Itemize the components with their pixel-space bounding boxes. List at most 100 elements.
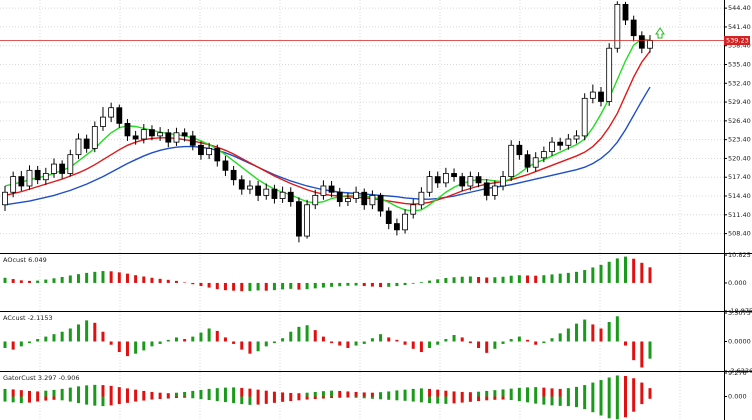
candle-body xyxy=(271,188,278,199)
gator-bar xyxy=(354,391,358,397)
last-price-label: 539.23 xyxy=(726,37,749,45)
gator-bar xyxy=(215,388,219,397)
gator-bar xyxy=(403,396,407,401)
candle-body xyxy=(345,198,351,203)
histogram-bar xyxy=(526,275,530,283)
candle-body xyxy=(491,185,498,196)
gator-bar xyxy=(223,387,227,397)
panel-title: GatorCust 3.297 -0.906 xyxy=(3,374,80,382)
histogram-bar xyxy=(648,267,652,283)
gator-bar xyxy=(632,378,636,397)
histogram-bar xyxy=(460,276,464,283)
y-tick-label: 544.40 xyxy=(728,4,751,12)
gator-bar xyxy=(566,396,570,407)
gator-bar xyxy=(36,396,40,402)
gator-bar xyxy=(297,396,301,401)
gator-bar xyxy=(256,389,260,397)
histogram-bar xyxy=(419,282,423,283)
panel-title: AOcust 6.049 xyxy=(3,256,47,264)
histogram-bar xyxy=(599,328,603,342)
gator-bar xyxy=(550,388,554,397)
gator-bar xyxy=(68,396,72,402)
histogram-bar xyxy=(575,323,579,342)
histogram-bar xyxy=(566,272,570,283)
gator-bar xyxy=(256,396,260,405)
candle-body xyxy=(238,179,245,190)
candle-body xyxy=(451,173,457,177)
candle-body xyxy=(100,116,106,127)
histogram-bar xyxy=(215,330,219,342)
y-tick-label: -10.875 xyxy=(728,307,752,315)
gator-bar xyxy=(599,380,603,397)
gator-bar xyxy=(387,396,391,400)
gator-bar xyxy=(330,390,334,397)
histogram-bar xyxy=(640,262,644,283)
histogram-bar xyxy=(599,264,603,283)
histogram-bar xyxy=(313,282,317,289)
histogram-bar xyxy=(591,324,595,342)
candle-body xyxy=(42,173,49,181)
candle-body xyxy=(459,176,466,187)
histogram-bar xyxy=(534,275,538,283)
gator-bar xyxy=(419,396,423,403)
histogram-bar xyxy=(281,338,285,342)
candle-body xyxy=(312,194,319,206)
candle-body xyxy=(140,129,147,140)
histogram-bar xyxy=(330,282,334,287)
histogram-bar xyxy=(362,282,366,287)
gator-bar xyxy=(125,388,129,397)
histogram-bar xyxy=(199,332,203,342)
histogram-bar xyxy=(232,282,236,291)
gator-bar xyxy=(493,390,497,397)
gator-bar xyxy=(534,387,538,397)
y-tick-label: 511.40 xyxy=(728,211,751,219)
gator-bar xyxy=(223,396,227,403)
gator-bar xyxy=(501,389,505,397)
histogram-bar xyxy=(428,280,432,283)
histogram-bar xyxy=(60,277,64,283)
gator-bar xyxy=(346,396,350,398)
gator-bar xyxy=(272,391,276,397)
histogram-bar xyxy=(501,341,505,344)
gator-bar xyxy=(583,385,587,397)
histogram-bar xyxy=(76,324,80,342)
histogram-bar xyxy=(281,282,285,290)
histogram-bar xyxy=(542,275,546,283)
histogram-bar xyxy=(624,256,628,283)
candle-body xyxy=(304,204,310,237)
candle-body xyxy=(377,194,384,212)
candle-body xyxy=(630,19,637,37)
gator-bar xyxy=(297,393,301,397)
histogram-bar xyxy=(134,275,138,283)
gator-bar xyxy=(477,391,481,397)
histogram-bar xyxy=(632,258,636,283)
gator-bar xyxy=(338,396,342,398)
gator-bar xyxy=(3,388,7,397)
gator-bar xyxy=(558,396,562,406)
gator-bar xyxy=(199,389,203,397)
candle-body xyxy=(361,191,368,206)
histogram-bar xyxy=(575,271,579,283)
gator-bar xyxy=(125,396,129,403)
candle-body xyxy=(214,148,221,162)
candle-body xyxy=(18,176,25,187)
vertical-grid xyxy=(39,0,681,420)
histogram-bar xyxy=(330,341,334,344)
histogram-bar xyxy=(183,339,187,342)
gator-bar xyxy=(624,375,628,397)
histogram-bar xyxy=(346,341,350,348)
histogram-bar xyxy=(101,331,105,342)
candle-body xyxy=(181,132,188,137)
candle-body xyxy=(124,122,131,137)
gator-bar xyxy=(27,396,31,403)
gator-bar xyxy=(379,392,383,397)
gator-bar xyxy=(134,396,138,402)
gator-bar xyxy=(395,390,399,397)
y-tick-label: 10.825 xyxy=(728,251,751,259)
gator-bar xyxy=(403,389,407,397)
gator-bar xyxy=(207,388,211,397)
histogram-bar xyxy=(648,341,652,359)
gator-bar xyxy=(599,396,603,416)
